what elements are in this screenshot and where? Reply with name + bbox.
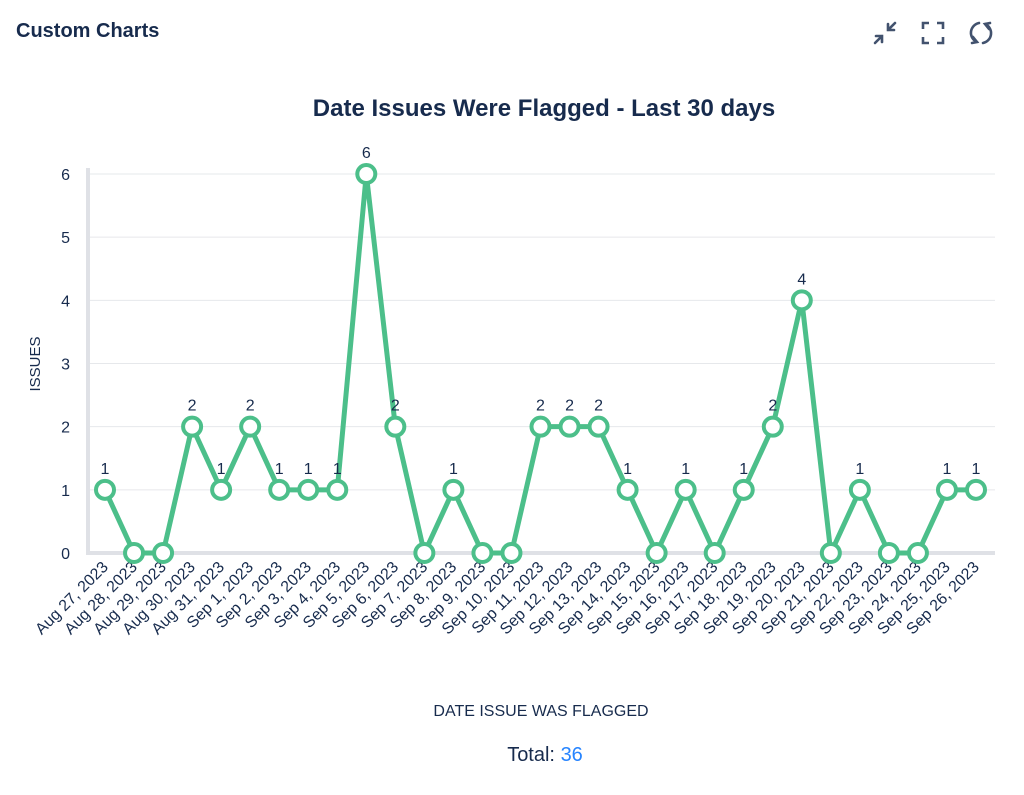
data-point xyxy=(297,478,320,501)
y-tick-label: 3 xyxy=(61,357,70,374)
data-label: 1 xyxy=(855,461,864,478)
data-point xyxy=(123,542,146,564)
total-summary: Total: 36 xyxy=(0,744,1024,767)
x-axis-label: DATE ISSUE WAS FLAGGED xyxy=(433,703,648,720)
data-point xyxy=(181,415,204,438)
data-point xyxy=(471,542,494,564)
data-point xyxy=(645,542,668,564)
data-label: 2 xyxy=(565,398,574,415)
data-point xyxy=(413,542,436,564)
data-label: 1 xyxy=(333,461,342,478)
data-point xyxy=(326,478,349,501)
data-label: 1 xyxy=(304,461,313,478)
data-label: 1 xyxy=(101,461,110,478)
data-point xyxy=(355,163,378,185)
fullscreen-icon[interactable] xyxy=(920,20,946,46)
data-point xyxy=(819,542,842,564)
panel-title: Custom Charts xyxy=(16,20,160,42)
data-point xyxy=(500,542,523,564)
data-point xyxy=(906,542,929,564)
data-point xyxy=(935,478,958,501)
data-point xyxy=(442,478,465,501)
data-label: 1 xyxy=(275,461,284,478)
y-axis-label: ISSUES xyxy=(27,336,44,391)
data-label: 1 xyxy=(972,461,981,478)
data-label: 2 xyxy=(391,398,400,415)
data-point xyxy=(94,478,116,501)
data-label: 4 xyxy=(797,271,806,288)
data-label: 2 xyxy=(594,398,603,415)
data-label: 1 xyxy=(681,461,690,478)
data-point xyxy=(558,415,581,438)
data-point xyxy=(152,542,175,564)
y-tick-label: 5 xyxy=(61,230,70,247)
data-label: 1 xyxy=(449,461,458,478)
data-point xyxy=(761,415,784,438)
y-tick-label: 1 xyxy=(61,483,70,500)
data-point xyxy=(703,542,726,564)
data-label: 1 xyxy=(739,461,748,478)
minimize-icon[interactable] xyxy=(872,20,898,46)
data-point xyxy=(790,289,813,312)
data-point xyxy=(587,415,610,438)
data-label: 1 xyxy=(623,461,632,478)
y-tick-label: 4 xyxy=(61,293,70,310)
data-label: 2 xyxy=(536,398,545,415)
total-value[interactable]: 36 xyxy=(560,744,583,766)
data-label: 6 xyxy=(362,145,371,162)
y-tick-label: 2 xyxy=(61,420,70,437)
data-point xyxy=(965,478,987,501)
y-tick-label: 0 xyxy=(61,546,70,563)
refresh-icon[interactable] xyxy=(968,20,994,46)
data-point xyxy=(268,478,291,501)
data-point xyxy=(384,415,407,438)
data-point xyxy=(674,478,697,501)
data-label: 1 xyxy=(217,461,226,478)
data-point xyxy=(616,478,639,501)
data-label: 2 xyxy=(246,398,255,415)
chart-title: Date Issues Were Flagged - Last 30 days xyxy=(313,95,775,122)
data-point xyxy=(732,478,755,501)
data-label: 1 xyxy=(943,461,952,478)
data-point xyxy=(210,478,233,501)
data-label: 2 xyxy=(188,398,197,415)
data-point xyxy=(239,415,262,438)
total-label: Total: xyxy=(507,744,555,766)
data-label: 2 xyxy=(768,398,777,415)
data-point xyxy=(877,542,900,564)
data-point xyxy=(848,478,871,501)
data-point xyxy=(529,415,552,438)
y-tick-label: 6 xyxy=(61,167,70,184)
